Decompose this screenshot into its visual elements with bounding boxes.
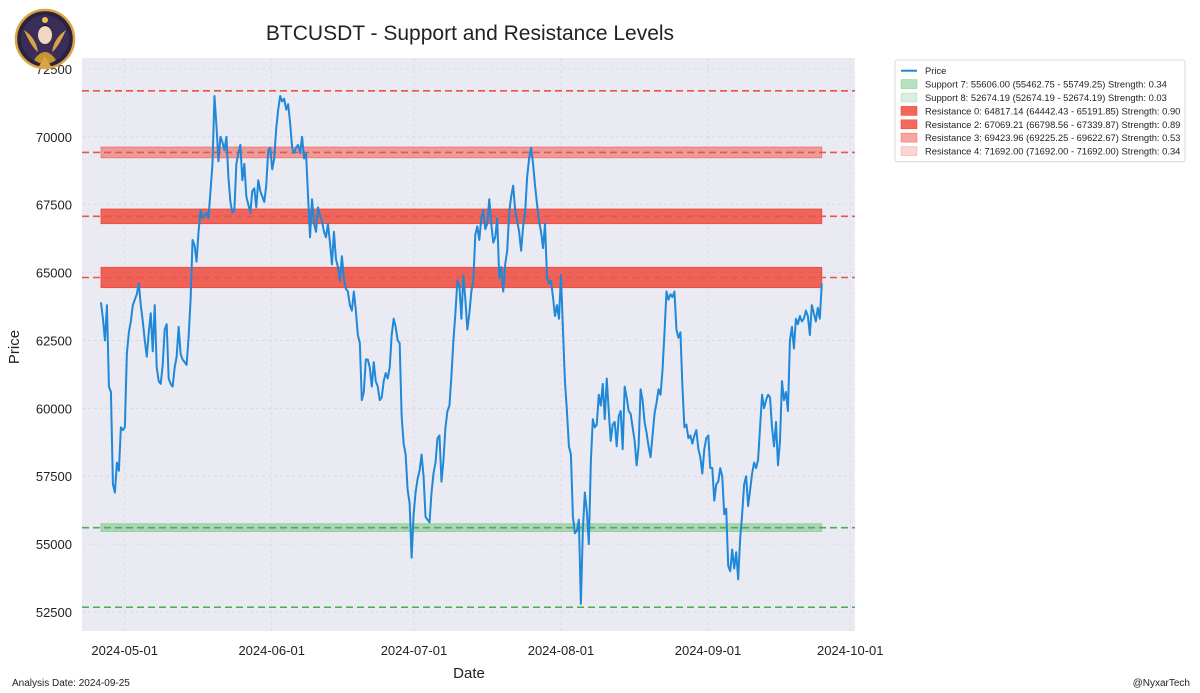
legend-band-swatch [900, 106, 918, 116]
price-line [99, 95, 823, 605]
legend-band-swatch [900, 119, 918, 130]
analysis-date: Analysis Date: 2024-09-25 [12, 678, 130, 689]
legend-frame [894, 59, 1186, 163]
y-tick-label: 65000 [36, 266, 72, 281]
legend-band-swatch [900, 146, 918, 156]
x-axis-label: Date [453, 665, 485, 682]
y-tick-label: 62500 [36, 333, 72, 348]
y-tick-label: 55000 [36, 537, 72, 552]
legend-label: Support 8: 52674.19 (52674.19 - 52674.19… [925, 92, 1167, 103]
x-tick-label: 2024-10-01 [817, 643, 884, 658]
legend-band-swatch [900, 132, 918, 143]
nyxar-logo-icon [14, 8, 76, 70]
legend-label: Resistance 3: 69423.96 (69225.25 - 69622… [925, 132, 1180, 143]
legend-band-swatch [900, 92, 918, 103]
y-tick-label: 57500 [36, 469, 72, 484]
y-tick-label: 60000 [36, 401, 72, 416]
y-tick-label: 70000 [36, 130, 72, 145]
y-tick-label: 52500 [36, 605, 72, 620]
x-tick-label: 2024-07-01 [381, 643, 448, 658]
y-axis-label: Price [6, 330, 23, 364]
watermark-handle: @NyxarTech [1133, 678, 1190, 689]
legend-band-swatch [900, 79, 918, 89]
legend-label: Price [925, 65, 946, 76]
axes: 52500 55000 57500 60000 62500 65000 67500 70000… [36, 62, 884, 658]
legend-label: Support 7: 55606.00 (55462.75 - 55749.25… [925, 79, 1167, 90]
x-tick-label: 2024-06-01 [238, 643, 305, 658]
legend: Price Support 7: 55606.00 (55462.75 - 557… [894, 59, 1186, 163]
legend-label: Resistance 0: 64817.14 (64442.43 - 65191… [925, 105, 1180, 116]
chart-title: BTCUSDT - Support and Resistance Levels [266, 22, 674, 45]
legend-label: Resistance 2: 67069.21 (66798.56 - 67339… [925, 119, 1180, 130]
legend-label: Resistance 4: 71692.00 (71692.00 - 71692… [925, 146, 1180, 157]
x-tick-label: 2024-09-01 [675, 643, 742, 658]
y-tick-label: 67500 [36, 198, 72, 213]
x-tick-label: 2024-08-01 [528, 643, 595, 658]
x-tick-label: 2024-05-01 [91, 643, 158, 658]
price-series [99, 95, 823, 605]
